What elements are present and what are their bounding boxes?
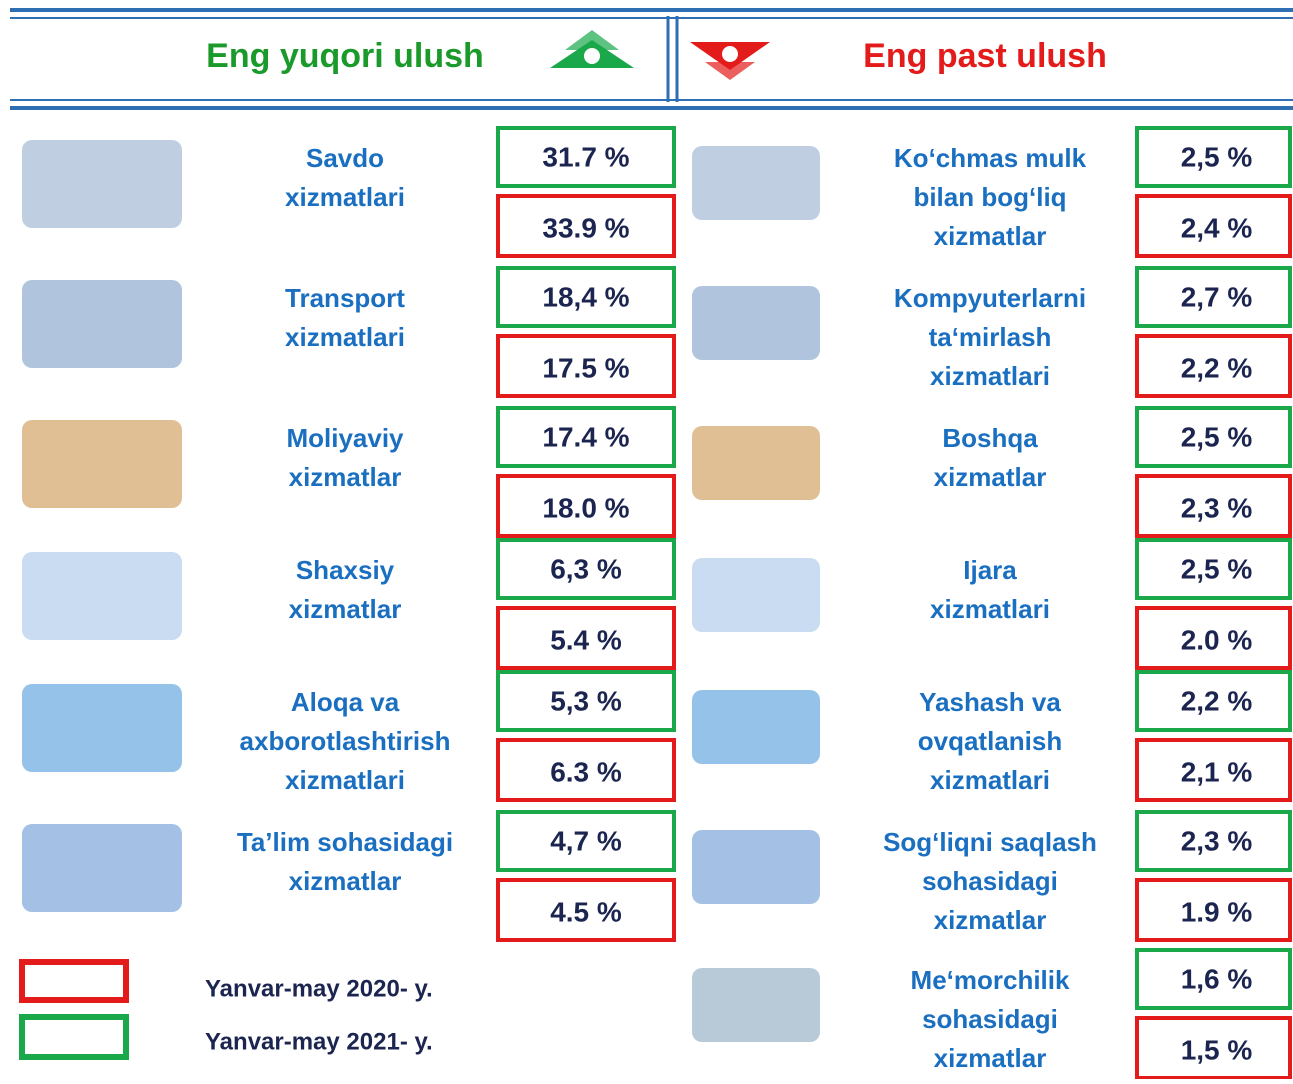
- category-label: xizmatlar: [934, 1043, 1047, 1073]
- icon: [22, 140, 182, 228]
- right-title: Eng past ulush: [863, 37, 1107, 75]
- category-label: Savdo: [306, 143, 384, 173]
- legend-2021: Yanvar-may 2021- y.: [205, 1028, 433, 1055]
- value-2021: 2,7 %: [1181, 281, 1253, 312]
- category-label: xizmatlar: [934, 221, 1047, 251]
- category-label: Moliyaviy: [286, 423, 404, 453]
- icon: [22, 552, 182, 640]
- value-2021: 2,3 %: [1181, 825, 1253, 856]
- category-label: xizmatlari: [285, 765, 405, 795]
- value-2020: 6.3 %: [550, 756, 622, 787]
- category-label: xizmatlari: [930, 765, 1050, 795]
- value-2020: 2,4 %: [1181, 212, 1253, 243]
- category-label: Kompyuterlarni: [894, 283, 1086, 313]
- category-label: ta‘mirlash: [929, 322, 1052, 352]
- category-label: Me‘morchilik: [911, 965, 1070, 995]
- category-label: Transport: [285, 283, 405, 313]
- category-label: Ta’lim sohasidagi: [237, 827, 453, 857]
- icon: [22, 684, 182, 772]
- legend-2020: Yanvar-may 2020- y.: [205, 975, 433, 1002]
- icon: [22, 280, 182, 368]
- icon: [692, 146, 820, 220]
- infographic: Eng yuqori ulush Eng past ulush Yanvar-m…: [0, 0, 1293, 1079]
- category-label: xizmatlar: [934, 905, 1047, 935]
- icon: [692, 968, 820, 1042]
- category-label: xizmatlar: [289, 866, 402, 896]
- category-label: xizmatlari: [930, 594, 1050, 624]
- icon: [692, 558, 820, 632]
- value-2021: 17.4 %: [542, 421, 629, 452]
- value-2020: 17.5 %: [542, 352, 629, 383]
- icon: [692, 426, 820, 500]
- category-label: xizmatlar: [289, 594, 402, 624]
- category-label: Sog‘liqni saqlash: [883, 827, 1097, 857]
- category-label: xizmatlar: [289, 462, 402, 492]
- category-label: xizmatlari: [285, 322, 405, 352]
- left-title: Eng yuqori ulush: [206, 37, 484, 75]
- category-label: Aloqa va: [291, 687, 400, 717]
- category-label: Shaxsiy: [296, 555, 395, 585]
- value-2020: 2,3 %: [1181, 492, 1253, 523]
- value-2020: 2.0 %: [1181, 624, 1253, 655]
- up-icon: [550, 30, 634, 68]
- value-2021: 2,2 %: [1181, 685, 1253, 716]
- category-label: xizmatlari: [285, 182, 405, 212]
- icon: [22, 824, 182, 912]
- value-2021: 1,6 %: [1181, 963, 1253, 994]
- category-label: sohasidagi: [922, 866, 1058, 896]
- value-2021: 2,5 %: [1181, 141, 1253, 172]
- icon: [692, 286, 820, 360]
- down-icon: [690, 42, 770, 80]
- category-label: xizmatlar: [934, 462, 1047, 492]
- value-2020: 18.0 %: [542, 492, 629, 523]
- value-2021: 2,5 %: [1181, 421, 1253, 452]
- value-2021: 2,5 %: [1181, 553, 1253, 584]
- value-2021: 31.7 %: [542, 141, 629, 172]
- category-label: Ko‘chmas mulk: [894, 143, 1087, 173]
- value-2020: 1,5 %: [1181, 1034, 1253, 1065]
- category-label: ovqatlanish: [918, 726, 1062, 756]
- category-label: Ijara: [963, 555, 1017, 585]
- category-label: bilan bog‘liq: [913, 182, 1066, 212]
- value-2021: 5,3 %: [550, 685, 622, 716]
- value-2020: 1.9 %: [1181, 896, 1253, 927]
- legend-green-box: [22, 1017, 126, 1057]
- category-label: sohasidagi: [922, 1004, 1058, 1034]
- value-2020: 4.5 %: [550, 896, 622, 927]
- value-2021: 4,7 %: [550, 825, 622, 856]
- value-2021: 18,4 %: [542, 281, 629, 312]
- category-label: xizmatlari: [930, 361, 1050, 391]
- icon: [22, 420, 182, 508]
- category-label: axborotlashtirish: [240, 726, 451, 756]
- category-label: Yashash va: [919, 687, 1061, 717]
- value-2020: 2,1 %: [1181, 756, 1253, 787]
- value-2020: 2,2 %: [1181, 352, 1253, 383]
- value-2021: 6,3 %: [550, 553, 622, 584]
- value-2020: 33.9 %: [542, 212, 629, 243]
- legend-red-box: [22, 962, 126, 1000]
- icon: [692, 830, 820, 904]
- value-2020: 5.4 %: [550, 624, 622, 655]
- category-label: Boshqa: [942, 423, 1038, 453]
- icon: [692, 690, 820, 764]
